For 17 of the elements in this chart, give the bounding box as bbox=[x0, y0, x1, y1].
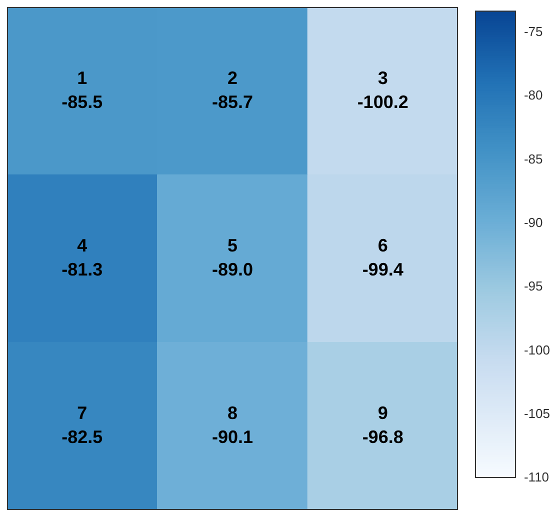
color-bar-label: -95 bbox=[524, 278, 543, 294]
data-label: 1 -85.5 bbox=[62, 68, 103, 112]
data-label: 5 -89.0 bbox=[212, 235, 254, 280]
color-bar-label: -100 bbox=[524, 342, 550, 358]
data-label: 4 -81.3 bbox=[62, 235, 103, 280]
data-label: 8 -90.1 bbox=[212, 403, 254, 448]
data-label: 9 -96.8 bbox=[362, 403, 404, 448]
color-bar-label: -90 bbox=[524, 214, 543, 230]
color-bar-label: -85 bbox=[524, 151, 543, 166]
color-bar-label: -105 bbox=[524, 406, 550, 421]
data-label: 6 -99.4 bbox=[362, 235, 404, 280]
data-label: 7 -82.5 bbox=[62, 403, 103, 448]
color-bar-label: -110 bbox=[524, 470, 550, 485]
color-bar-label: -75 bbox=[524, 24, 543, 40]
data-label: 3 -100.2 bbox=[357, 68, 408, 112]
data-label: 2 -85.7 bbox=[212, 68, 254, 112]
color-bar-label: -80 bbox=[524, 88, 543, 103]
